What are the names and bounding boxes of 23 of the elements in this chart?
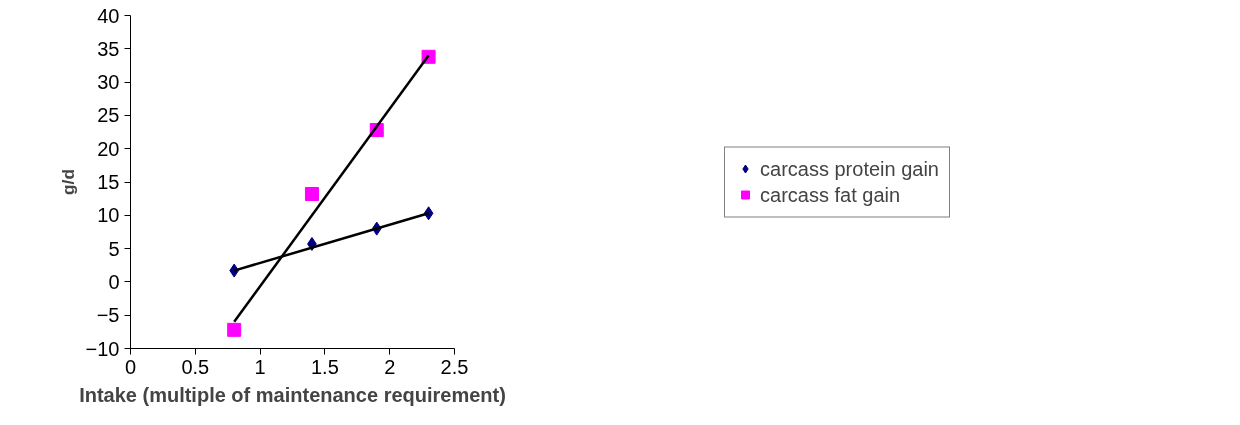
x-axis-title: Intake (multiple of maintenance requirement) xyxy=(79,383,506,406)
y-tick-label: −5 xyxy=(96,304,120,327)
y-tick-label: 25 xyxy=(97,104,120,127)
y-tick-label: 5 xyxy=(108,237,120,260)
x-tick-label: 2 xyxy=(384,355,396,378)
y-tick-label: 30 xyxy=(97,71,120,94)
legend-label: carcass fat gain xyxy=(760,183,901,206)
y-tick-label: 40 xyxy=(97,4,120,27)
y-tick-label: 10 xyxy=(97,204,120,227)
x-tick-label: 0.5 xyxy=(181,355,210,378)
y-tick-label: 20 xyxy=(97,137,120,160)
y-tick-label: 0 xyxy=(108,270,120,293)
y-tick-label: 35 xyxy=(97,37,120,60)
y-tick-label: 15 xyxy=(97,171,120,193)
x-tick-label: 0 xyxy=(124,355,137,378)
x-tick-label: 1.5 xyxy=(311,355,339,378)
legend-label: carcass protein gain xyxy=(760,157,939,180)
x-tick-label: 2.5 xyxy=(440,355,469,378)
point xyxy=(304,186,319,201)
point xyxy=(227,322,242,337)
x-tick-label: 1 xyxy=(254,355,266,378)
y-tick-label: −10 xyxy=(85,337,120,360)
y-axis-title: g/d xyxy=(57,169,78,195)
